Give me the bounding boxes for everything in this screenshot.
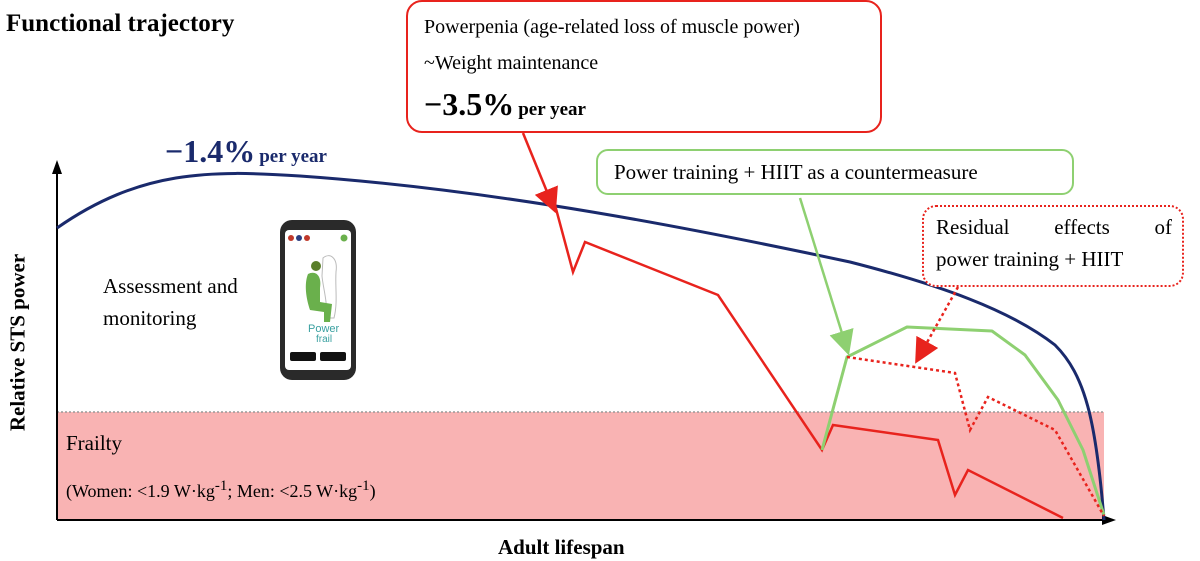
powerpenia-rate: −3.5% per year: [424, 86, 586, 123]
residual-line2: power training + HIIT: [936, 247, 1124, 271]
frailty-def-men: ; Men: <2.5 W·kg: [227, 481, 358, 501]
powerpenia-line1: Powerpenia (age-related loss of muscle p…: [424, 16, 800, 38]
frailty-def-close: ): [369, 481, 376, 501]
trajectory-curve: [56, 171, 1106, 521]
powerpenia-line2: ~Weight maintenance: [424, 52, 599, 74]
decline-rate-label: −1.4% per year: [165, 133, 327, 170]
powerpenia-arrow: [521, 132, 558, 214]
y-axis-arrow: [52, 160, 62, 174]
frailty-def-exp2: -1: [357, 478, 370, 494]
figure-title: Functional trajectory: [6, 10, 235, 37]
residual-word-1: Residual: [936, 215, 1010, 239]
decline-rate-unit: per year: [259, 146, 327, 167]
powerpenia-callout: Powerpenia (age-related loss of muscle p…: [406, 0, 882, 133]
powerpenia-rate-unit: per year: [518, 99, 586, 120]
frailty-definition: (Women: <1.9 W·kg-1; Men: <2.5 W·kg-1): [66, 478, 376, 502]
x-axis-label: Adult lifespan: [498, 535, 625, 559]
powerpenia-line: [553, 204, 1064, 520]
residual-callout: Residual effects of power training + HII…: [922, 205, 1184, 287]
power-training-line: [820, 325, 1106, 516]
power-training-callout: Power training + HIIT as a countermeasur…: [596, 149, 1074, 195]
frailty-def-women: (Women: <1.9 W·kg: [66, 481, 215, 501]
power-training-text: Power training + HIIT as a countermeasur…: [614, 160, 978, 184]
powerpenia-rate-value: −3.5%: [424, 86, 515, 122]
assessment-label: Assessment and monitoring: [103, 274, 238, 330]
training-arrow: [798, 197, 854, 356]
residual-word-3: of: [1154, 215, 1172, 239]
phone-app-name-line1: Power: [308, 323, 340, 335]
residual-effects-line: [846, 355, 1106, 517]
decline-rate-value: −1.4%: [165, 133, 256, 169]
phone-app-image: Power frail: [280, 220, 356, 380]
residual-line1: Residual effects of: [936, 215, 1172, 240]
residual-word-2: effects: [1054, 215, 1110, 239]
frailty-def-exp1: -1: [214, 478, 228, 494]
frailty-zone: [57, 412, 1104, 520]
residual-arrow: [915, 286, 960, 364]
frailty-label: Frailty: [66, 431, 122, 455]
x-axis-arrow: [1102, 515, 1116, 525]
phone-app-name-line2: frail: [316, 334, 332, 345]
y-axis-label: Relative STS power: [5, 253, 30, 432]
